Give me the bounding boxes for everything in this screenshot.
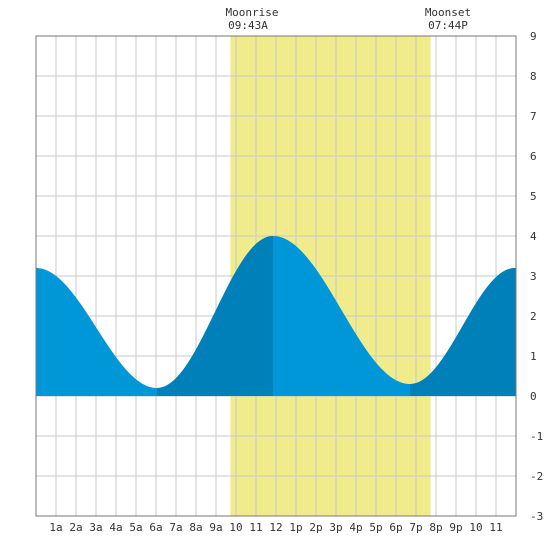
y-tick-label: 0 xyxy=(530,390,537,403)
x-tick-label: 2a xyxy=(69,521,82,534)
x-tick-label: 1a xyxy=(49,521,62,534)
x-tick-label: 6p xyxy=(389,521,402,534)
y-tick-label: 9 xyxy=(530,30,537,43)
y-tick-label: 7 xyxy=(530,110,537,123)
x-tick-label: 5a xyxy=(129,521,142,534)
x-tick-label: 11 xyxy=(489,521,502,534)
y-tick-labels: -3 -2 -1 0 1 2 3 4 5 6 7 8 9 xyxy=(530,30,543,523)
y-tick-label: 8 xyxy=(530,70,537,83)
y-tick-label: 5 xyxy=(530,190,537,203)
x-tick-label: 7a xyxy=(169,521,182,534)
y-tick-label: 1 xyxy=(530,350,537,363)
x-tick-label: 4a xyxy=(109,521,122,534)
moonrise-time: 09:43A xyxy=(228,19,268,32)
x-tick-label: 1p xyxy=(289,521,302,534)
y-tick-label: -1 xyxy=(530,430,543,443)
y-tick-label: 4 xyxy=(530,230,537,243)
x-tick-labels: 1a 2a 3a 4a 5a 6a 7a 8a 9a 10 11 12 1p 2p 3p 4p 5p 6p 7p 8p… xyxy=(49,521,502,534)
tide-area xyxy=(36,236,516,396)
x-tick-label: 2p xyxy=(309,521,322,534)
rising-tide-area xyxy=(157,236,273,396)
y-tick-label: 3 xyxy=(530,270,537,283)
x-tick-label: 11 xyxy=(249,521,262,534)
x-tick-label: 5p xyxy=(369,521,382,534)
x-tick-label: 9a xyxy=(209,521,222,534)
x-tick-label: 4p xyxy=(349,521,362,534)
x-tick-label: 10 xyxy=(229,521,242,534)
moonrise-label: Moonrise xyxy=(226,6,279,19)
y-tick-label: 6 xyxy=(530,150,537,163)
plot-frame xyxy=(35,35,517,517)
moonset-label: Moonset xyxy=(425,6,471,19)
x-tick-label: 12 xyxy=(269,521,282,534)
x-tick-label: 3p xyxy=(329,521,342,534)
x-tick-label: 9p xyxy=(449,521,462,534)
x-tick-label: 8p xyxy=(429,521,442,534)
x-tick-label: 6a xyxy=(149,521,162,534)
x-tick-label: 3a xyxy=(89,521,102,534)
x-tick-label: 10 xyxy=(469,521,482,534)
y-tick-label: -2 xyxy=(530,470,543,483)
moonset-time: 07:44P xyxy=(428,19,468,32)
rising-tide-area xyxy=(410,268,516,396)
y-tick-label: 2 xyxy=(530,310,537,323)
x-tick-label: 8a xyxy=(189,521,202,534)
tide-area-layer xyxy=(36,236,516,396)
x-tick-label: 7p xyxy=(409,521,422,534)
y-tick-label: -3 xyxy=(530,510,543,523)
